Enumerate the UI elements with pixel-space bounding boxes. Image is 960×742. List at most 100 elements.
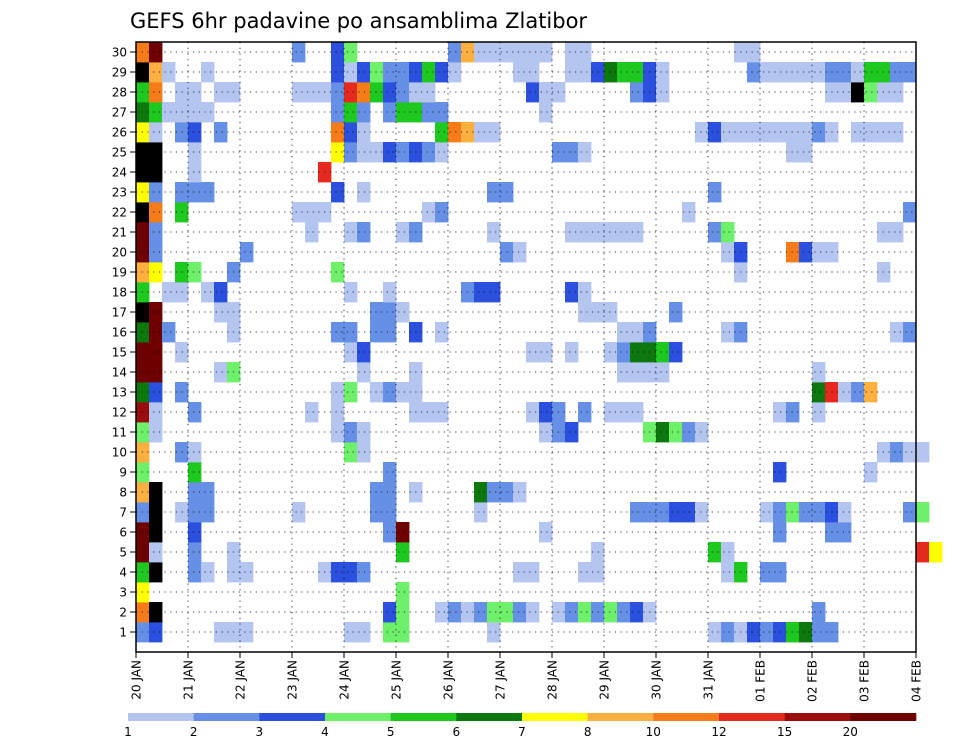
heatmap-cell	[331, 262, 345, 283]
heatmap-cell	[851, 382, 865, 403]
heatmap-cell	[812, 242, 826, 263]
heatmap-cell	[357, 62, 371, 83]
heatmap-cell	[630, 322, 644, 343]
heatmap-cell	[370, 62, 384, 83]
heatmap-cell	[487, 602, 501, 623]
heatmap-cell	[682, 202, 696, 223]
heatmap-cell	[162, 62, 176, 83]
heatmap-cell	[214, 622, 228, 643]
heatmap-cell	[383, 282, 397, 303]
heatmap-cell	[747, 122, 761, 143]
x-tick-label: 26 JAN	[442, 660, 456, 700]
heatmap-cell	[799, 122, 813, 143]
heatmap-cell	[331, 322, 345, 343]
heatmap-cell	[617, 362, 631, 383]
heatmap-cell	[474, 282, 488, 303]
heatmap-cell	[344, 442, 358, 463]
heatmap-cell	[565, 62, 579, 83]
heatmap-cell	[851, 62, 865, 83]
heatmap-cell	[357, 342, 371, 363]
heatmap-cell	[305, 222, 319, 243]
heatmap-cell	[201, 562, 215, 583]
heatmap-cell	[578, 222, 592, 243]
heatmap-cell	[344, 62, 358, 83]
heatmap-cell	[396, 542, 410, 563]
heatmap-cell	[695, 122, 709, 143]
heatmap-cell	[539, 522, 553, 543]
y-tick-label: 15	[112, 346, 127, 360]
heatmap-cell	[149, 202, 163, 223]
heatmap-cell	[578, 302, 592, 323]
x-tick-label: 31 JAN	[702, 660, 716, 700]
colorbar-label: 5	[387, 725, 395, 739]
x-tick-label: 28 JAN	[546, 660, 560, 700]
heatmap-cell	[422, 82, 436, 103]
colorbar-label: 7	[518, 725, 526, 739]
plot-frame	[135, 41, 917, 653]
heatmap-cell	[188, 182, 202, 203]
y-tick-label: 6	[119, 526, 127, 540]
heatmap-cell	[149, 102, 163, 123]
heatmap-cell	[305, 202, 319, 223]
heatmap-cell	[526, 402, 540, 423]
y-tick-label: 23	[112, 186, 127, 200]
heatmap-cell	[435, 102, 449, 123]
heatmap-cell	[149, 122, 163, 143]
heatmap-cell	[695, 502, 709, 523]
heatmap-cell	[656, 82, 670, 103]
heatmap-cell	[435, 402, 449, 423]
heatmap-cell	[201, 182, 215, 203]
colorbar-label: 3	[255, 725, 263, 739]
heatmap-cell	[331, 402, 345, 423]
heatmap-cell	[630, 502, 644, 523]
colorbar-swatch	[719, 713, 785, 721]
heatmap-cell	[721, 542, 735, 563]
heatmap-cell	[864, 82, 878, 103]
heatmap-cell	[916, 542, 930, 563]
heatmap-cell	[357, 222, 371, 243]
x-tick-label: 02 FEB	[806, 660, 820, 702]
heatmap-cell	[721, 562, 735, 583]
y-tick-label: 9	[119, 466, 127, 480]
y-tick-label: 16	[112, 326, 127, 340]
heatmap-cell	[630, 362, 644, 383]
heatmap-cell	[617, 342, 631, 363]
y-tick-label: 20	[112, 246, 127, 260]
heatmap-cell	[812, 382, 826, 403]
heatmap-cell	[539, 82, 553, 103]
heatmap-cell	[526, 342, 540, 363]
heatmap-cell	[604, 402, 618, 423]
heatmap-cell	[370, 142, 384, 163]
colorbar-label: 8	[584, 725, 592, 739]
heatmap-cell	[214, 302, 228, 323]
heatmap-cell	[565, 422, 579, 443]
y-tick-label: 12	[112, 406, 127, 420]
heatmap-cell	[760, 562, 774, 583]
heatmap-cell	[149, 502, 163, 523]
heatmap-cell	[188, 102, 202, 123]
heatmap-cell	[383, 462, 397, 483]
heatmap-cell	[357, 622, 371, 643]
heatmap-cell	[396, 102, 410, 123]
heatmap-cell	[890, 82, 904, 103]
heatmap-cell	[630, 222, 644, 243]
heatmap-cell	[435, 322, 449, 343]
heatmap-cell	[539, 102, 553, 123]
heatmap-cell	[526, 62, 540, 83]
heatmap-cell	[903, 62, 917, 83]
heatmap-cell	[487, 42, 501, 63]
y-tick-label: 19	[112, 266, 127, 280]
heatmap-cell	[331, 422, 345, 443]
heatmap-cell	[292, 502, 306, 523]
x-tick-label: 01 FEB	[754, 660, 768, 702]
y-tick-label: 17	[112, 306, 127, 320]
heatmap-cell	[188, 562, 202, 583]
colorbar-swatch	[522, 713, 588, 721]
colorbar-swatch	[587, 713, 654, 721]
heatmap-cell	[149, 602, 163, 623]
y-tick-label: 10	[112, 446, 127, 460]
heatmap-cell	[513, 562, 527, 583]
heatmap-cell	[331, 382, 345, 403]
heatmap-cell	[916, 442, 930, 463]
